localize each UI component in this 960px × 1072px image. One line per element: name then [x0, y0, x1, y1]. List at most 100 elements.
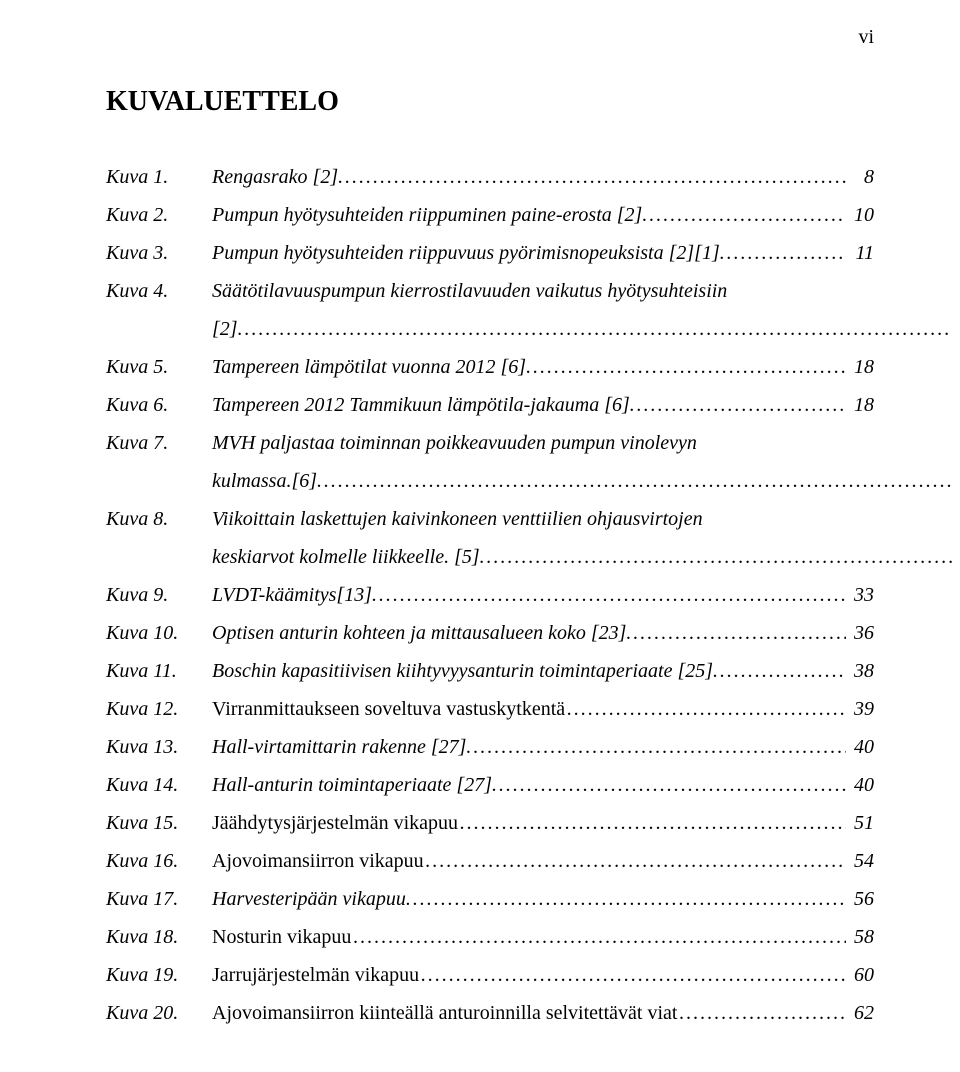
toc-row: Kuva 11.Boschin kapasitiivisen kiihtyvyy… — [106, 652, 874, 690]
toc-row: Kuva 2.Pumpun hyötysuhteiden riippuminen… — [106, 196, 874, 234]
toc-leader-dots: ........................................… — [497, 766, 846, 804]
toc-label: Kuva 6. — [106, 386, 212, 424]
toc-page-number: 10 — [846, 196, 874, 234]
toc-label: Kuva 19. — [106, 956, 212, 994]
toc-page-number: 62 — [846, 994, 874, 1032]
toc-title: Tampereen 2012 Tammikuun lämpötila-jakau… — [212, 386, 635, 424]
toc-row: kulmassa.[6]............................… — [212, 462, 960, 500]
toc-leader-dots: ........................................… — [322, 462, 952, 500]
toc-page-number: 8 — [846, 158, 874, 196]
toc-title: Boschin kapasitiivisen kiihtyvyysanturin… — [212, 652, 718, 690]
page-number-marker: vi — [858, 26, 874, 49]
toc-label: Kuva 11. — [106, 652, 212, 690]
toc-title: kulmassa.[6]. — [212, 462, 322, 500]
toc-row: Kuva 15.Jäähdytysjärjestelmän vikapuu...… — [106, 804, 874, 842]
page-container: vi KUVALUETTELO Kuva 1.Rengasrako [2]...… — [0, 0, 960, 1072]
toc-page-number: 18 — [846, 348, 874, 386]
toc-row: Kuva 14.Hall-anturin toimintaperiaate [2… — [106, 766, 874, 804]
toc-row: Kuva 4.Säätötilavuuspumpun kierrostilavu… — [106, 272, 874, 310]
toc-leader-dots: ........................................… — [419, 956, 846, 994]
toc-leader-dots: ........................................… — [351, 918, 846, 956]
toc-page-number: 18 — [846, 386, 874, 424]
table-of-figures: Kuva 1.Rengasrako [2]...................… — [106, 158, 874, 1032]
toc-label: Kuva 13. — [106, 728, 212, 766]
toc-label: Kuva 7. — [106, 424, 212, 462]
toc-label: Kuva 18. — [106, 918, 212, 956]
toc-row: Kuva 6.Tampereen 2012 Tammikuun lämpötil… — [106, 386, 874, 424]
toc-label: Kuva 2. — [106, 196, 212, 234]
toc-leader-dots: ........................................… — [718, 652, 846, 690]
toc-title: keskiarvot kolmelle liikkeelle. [5]. — [212, 538, 485, 576]
toc-title: Nosturin vikapuu — [212, 918, 351, 956]
toc-row: Kuva 9.LVDT-käämitys[13]................… — [106, 576, 874, 614]
section-heading: KUVALUETTELO — [106, 86, 874, 118]
toc-label: Kuva 10. — [106, 614, 212, 652]
toc-row: Kuva 7.MVH paljastaa toiminnan poikkeavu… — [106, 424, 874, 462]
toc-page-number: 20 — [952, 462, 960, 500]
toc-leader-dots: ........................................… — [647, 196, 846, 234]
toc-label: Kuva 14. — [106, 766, 212, 804]
toc-title: Säätötilavuuspumpun kierrostilavuuden va… — [212, 272, 727, 310]
toc-title: MVH paljastaa toiminnan poikkeavuuden pu… — [212, 424, 697, 462]
toc-title: Harvesteripään vikapuu. — [212, 880, 411, 918]
toc-row: Kuva 19.Jarrujärjestelmän vikapuu.......… — [106, 956, 874, 994]
toc-row: Kuva 1.Rengasrako [2]...................… — [106, 158, 874, 196]
toc-leader-dots: ........................................… — [424, 842, 846, 880]
toc-row: keskiarvot kolmelle liikkeelle. [5].....… — [212, 538, 960, 576]
toc-label: Kuva 5. — [106, 348, 212, 386]
toc-title: LVDT-käämitys[13]. — [212, 576, 377, 614]
toc-page-number: 56 — [846, 880, 874, 918]
toc-row: Kuva 13.Hall-virtamittarin rakenne [27].… — [106, 728, 874, 766]
toc-label: Kuva 1. — [106, 158, 212, 196]
toc-title: Jarrujärjestelmän vikapuu — [212, 956, 419, 994]
toc-label: Kuva 9. — [106, 576, 212, 614]
toc-title: Pumpun hyötysuhteiden riippuminen paine-… — [212, 196, 647, 234]
toc-page-number: 26 — [952, 538, 960, 576]
toc-leader-dots: ........................................… — [243, 310, 952, 348]
toc-title: Tampereen lämpötilat vuonna 2012 [6]. — [212, 348, 531, 386]
toc-row: Kuva 18.Nosturin vikapuu................… — [106, 918, 874, 956]
toc-title: Hall-anturin toimintaperiaate [27]. — [212, 766, 497, 804]
toc-page-number: 40 — [846, 766, 874, 804]
toc-leader-dots: ........................................… — [631, 614, 846, 652]
toc-page-number: 51 — [846, 804, 874, 842]
toc-row: [2].....................................… — [212, 310, 960, 348]
toc-label: Kuva 3. — [106, 234, 212, 272]
toc-leader-dots: ........................................… — [677, 994, 846, 1032]
toc-label: Kuva 8. — [106, 500, 212, 538]
toc-label: Kuva 15. — [106, 804, 212, 842]
toc-label: Kuva 16. — [106, 842, 212, 880]
toc-page-number: 40 — [846, 728, 874, 766]
toc-leader-dots: ........................................… — [565, 690, 846, 728]
toc-leader-dots: ........................................… — [725, 234, 846, 272]
toc-row: Kuva 16.Ajovoimansiirron vikapuu........… — [106, 842, 874, 880]
toc-leader-dots: ........................................… — [531, 348, 846, 386]
toc-page-number: 39 — [846, 690, 874, 728]
toc-leader-dots: ........................................… — [458, 804, 846, 842]
toc-leader-dots: ........................................… — [485, 538, 952, 576]
toc-title: [2]. — [212, 310, 243, 348]
toc-leader-dots: ........................................… — [411, 880, 846, 918]
toc-page-number: 54 — [846, 842, 874, 880]
toc-label: Kuva 20. — [106, 994, 212, 1032]
toc-title: Ajovoimansiirron vikapuu — [212, 842, 424, 880]
toc-leader-dots: ........................................… — [343, 158, 846, 196]
toc-label: Kuva 12. — [106, 690, 212, 728]
toc-row: Kuva 5.Tampereen lämpötilat vuonna 2012 … — [106, 348, 874, 386]
toc-page-number: 60 — [846, 956, 874, 994]
toc-label: Kuva 17. — [106, 880, 212, 918]
toc-page-number: 58 — [846, 918, 874, 956]
toc-row: Kuva 10.Optisen anturin kohteen ja mitta… — [106, 614, 874, 652]
toc-title: Hall-virtamittarin rakenne [27]. — [212, 728, 471, 766]
toc-row: Kuva 3.Pumpun hyötysuhteiden riippuvuus … — [106, 234, 874, 272]
toc-row: Kuva 20.Ajovoimansiirron kiinteällä antu… — [106, 994, 874, 1032]
toc-label: Kuva 4. — [106, 272, 212, 310]
toc-row: Kuva 8.Viikoittain laskettujen kaivinkon… — [106, 500, 874, 538]
toc-title: Viikoittain laskettujen kaivinkoneen ven… — [212, 500, 703, 538]
toc-title: Virranmittaukseen soveltuva vastuskytken… — [212, 690, 565, 728]
toc-row: Kuva 12.Virranmittaukseen soveltuva vast… — [106, 690, 874, 728]
toc-title: Ajovoimansiirron kiinteällä anturoinnill… — [212, 994, 677, 1032]
toc-title: Rengasrako [2]. — [212, 158, 343, 196]
toc-title: Optisen anturin kohteen ja mittausalueen… — [212, 614, 631, 652]
toc-leader-dots: ........................................… — [471, 728, 846, 766]
